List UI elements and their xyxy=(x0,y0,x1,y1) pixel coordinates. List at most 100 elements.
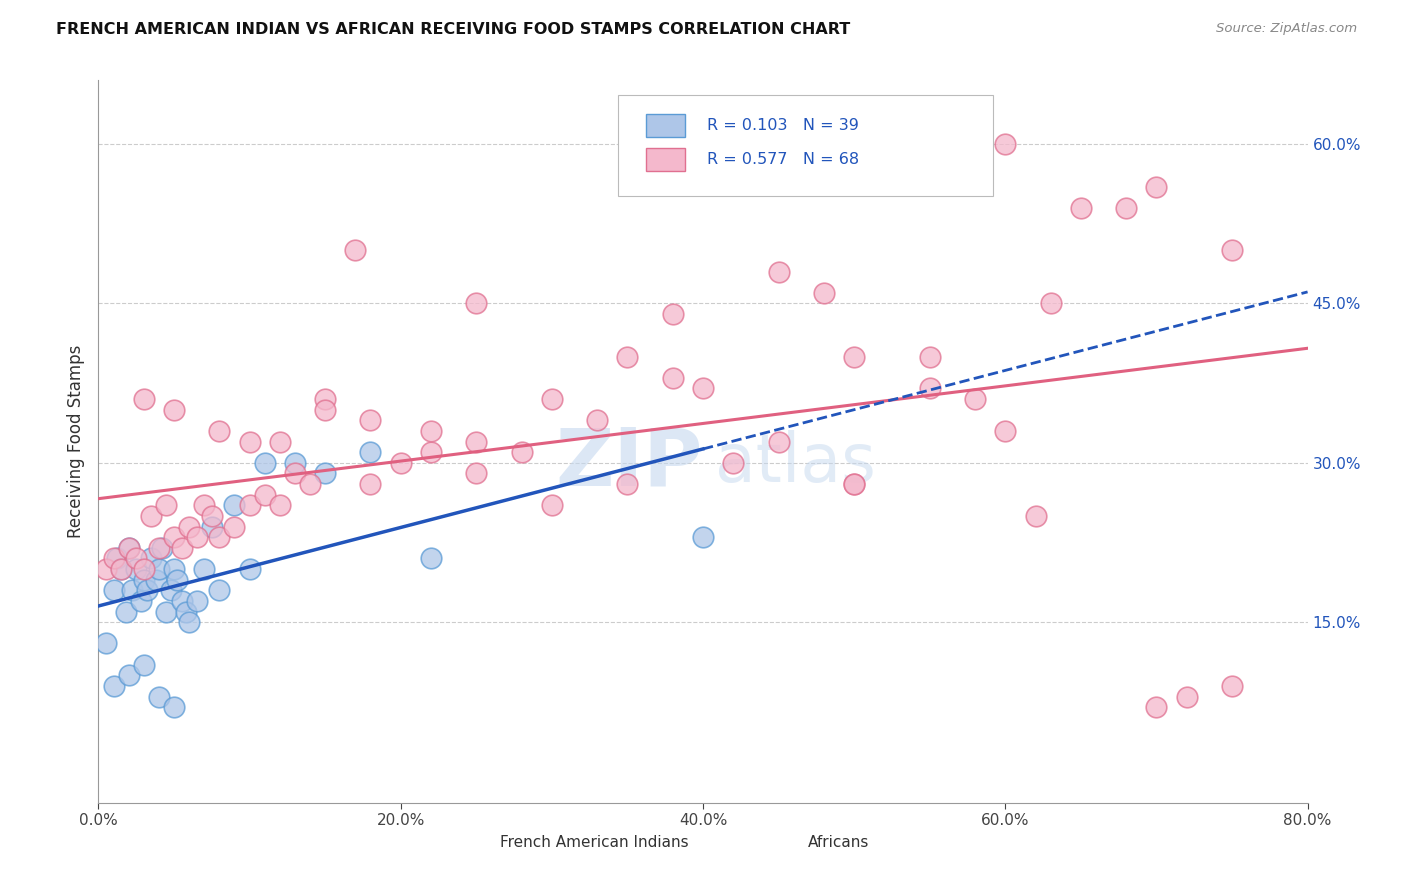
Point xyxy=(314,467,336,481)
Point xyxy=(692,530,714,544)
Text: Source: ZipAtlas.com: Source: ZipAtlas.com xyxy=(1216,22,1357,36)
Point xyxy=(360,413,382,427)
Point xyxy=(844,350,866,364)
Point xyxy=(239,562,262,576)
Point xyxy=(314,392,336,406)
Point xyxy=(918,381,941,395)
Point xyxy=(163,700,186,714)
Point xyxy=(121,583,143,598)
Point xyxy=(1070,201,1092,215)
Point xyxy=(844,477,866,491)
Point xyxy=(186,530,208,544)
Text: R = 0.577   N = 68: R = 0.577 N = 68 xyxy=(707,153,859,168)
Point xyxy=(208,424,231,438)
Point xyxy=(344,244,367,258)
Point xyxy=(239,434,262,449)
Text: atlas: atlas xyxy=(716,430,876,496)
Point xyxy=(179,615,201,630)
Point xyxy=(965,392,987,406)
Point xyxy=(420,551,443,566)
Point xyxy=(224,519,246,533)
Point xyxy=(813,285,835,300)
Point xyxy=(1146,700,1168,714)
Point xyxy=(148,562,170,576)
Point xyxy=(110,562,132,576)
Point xyxy=(224,498,246,512)
Point xyxy=(465,296,488,310)
Point xyxy=(269,434,291,449)
Point xyxy=(170,594,193,608)
Point xyxy=(193,562,215,576)
Point xyxy=(253,456,276,470)
Point xyxy=(132,562,155,576)
Point xyxy=(284,456,307,470)
Point xyxy=(186,594,208,608)
Point xyxy=(994,136,1017,151)
Point xyxy=(103,679,125,693)
Point xyxy=(360,445,382,459)
Point xyxy=(118,541,141,555)
Point xyxy=(420,424,443,438)
Point xyxy=(616,350,638,364)
Point xyxy=(768,264,790,278)
Point xyxy=(844,477,866,491)
Point xyxy=(105,551,128,566)
Text: French American Indians: French American Indians xyxy=(501,835,689,850)
Point xyxy=(918,350,941,364)
Text: FRENCH AMERICAN INDIAN VS AFRICAN RECEIVING FOOD STAMPS CORRELATION CHART: FRENCH AMERICAN INDIAN VS AFRICAN RECEIV… xyxy=(56,22,851,37)
Point xyxy=(94,562,117,576)
Point xyxy=(465,467,488,481)
Point xyxy=(299,477,322,491)
Point xyxy=(269,498,291,512)
Point xyxy=(1175,690,1198,704)
Text: Africans: Africans xyxy=(808,835,869,850)
Point xyxy=(723,456,745,470)
Point xyxy=(768,434,790,449)
Point xyxy=(170,541,193,555)
Point xyxy=(135,583,157,598)
Point xyxy=(540,392,562,406)
Point xyxy=(586,413,609,427)
Point xyxy=(103,583,125,598)
Point xyxy=(1024,508,1046,523)
Point xyxy=(420,445,443,459)
Bar xyxy=(461,835,488,850)
Point xyxy=(465,434,488,449)
Point xyxy=(201,519,224,533)
Point xyxy=(1220,679,1243,693)
Point xyxy=(284,467,307,481)
Point xyxy=(141,551,163,566)
Point xyxy=(1146,179,1168,194)
Point xyxy=(94,636,117,650)
Point xyxy=(314,402,336,417)
Point xyxy=(692,381,714,395)
Point xyxy=(994,424,1017,438)
Text: ZIP: ZIP xyxy=(555,425,703,502)
Point xyxy=(118,668,141,682)
Point xyxy=(540,498,562,512)
Point xyxy=(125,551,148,566)
Point xyxy=(132,392,155,406)
Text: R = 0.103   N = 39: R = 0.103 N = 39 xyxy=(707,119,859,133)
Point xyxy=(150,541,173,555)
Point xyxy=(163,562,186,576)
Point xyxy=(253,488,276,502)
Point xyxy=(155,498,177,512)
Point xyxy=(166,573,188,587)
Point xyxy=(148,690,170,704)
Point xyxy=(193,498,215,512)
Point xyxy=(360,477,382,491)
Point xyxy=(132,657,155,672)
Point xyxy=(201,508,224,523)
Point xyxy=(160,583,183,598)
Point xyxy=(155,605,177,619)
Point xyxy=(208,530,231,544)
Point xyxy=(118,541,141,555)
FancyBboxPatch shape xyxy=(619,95,993,196)
Point xyxy=(661,307,683,321)
Point xyxy=(103,551,125,566)
Point xyxy=(125,562,148,576)
Point xyxy=(661,371,683,385)
Bar xyxy=(647,114,685,137)
Point xyxy=(141,508,163,523)
